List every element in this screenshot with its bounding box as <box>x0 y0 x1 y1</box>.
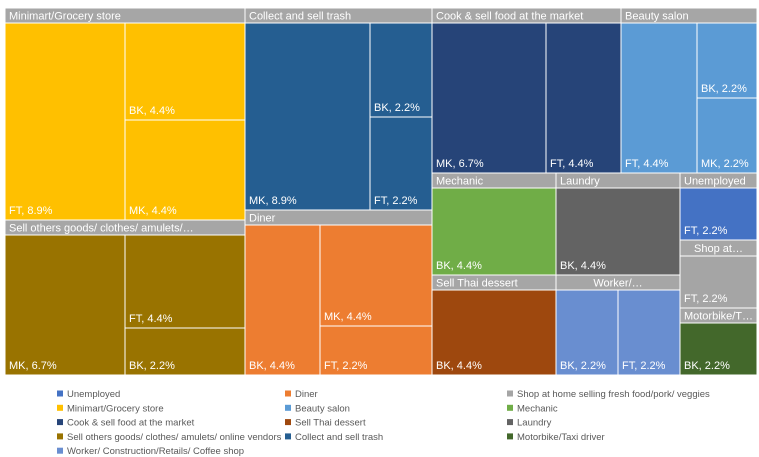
treemap-cell <box>244 22 371 211</box>
treemap-cell <box>369 22 433 118</box>
group-header-label: Diner <box>249 213 276 225</box>
group-header-label: Minimart/Grocery store <box>9 11 121 23</box>
legend-swatch <box>57 419 63 426</box>
legend-label: Laundry <box>517 418 552 429</box>
group-header-label: Sell others goods/ clothes/ amulets/… <box>9 223 194 235</box>
cell-label: BK, 2.2% <box>560 360 606 372</box>
cell-label: MK, 2.2% <box>701 158 749 170</box>
legend-label: Motorbike/Taxi driver <box>517 432 605 443</box>
treemap-cell <box>244 224 321 376</box>
legend-swatch <box>285 404 291 411</box>
treemap-cell <box>620 22 698 174</box>
legend-label: Shop at home selling fresh food/pork/ ve… <box>517 389 710 400</box>
legend-label: Mechanic <box>517 403 558 414</box>
legend-label: Worker/ Construction/Retails/ Coffee sho… <box>67 446 244 457</box>
legend-swatch <box>507 419 513 426</box>
group-header-label: Motorbike/T… <box>684 311 753 323</box>
cell-label: FT, 2.2% <box>684 293 728 305</box>
legend-swatch <box>57 404 63 411</box>
group-header-label: Shop at… <box>694 243 743 255</box>
treemap-cell <box>555 289 619 376</box>
legend-label: Unemployed <box>67 389 120 400</box>
cell-label: FT, 4.4% <box>129 313 173 325</box>
cell-label: FT, 2.2% <box>324 360 368 372</box>
treemap-cell <box>696 97 758 174</box>
treemap-cell <box>124 234 246 329</box>
group-header-label: Collect and sell trash <box>249 11 351 23</box>
group-header-label: Sell Thai dessert <box>436 278 518 290</box>
legend-label: Minimart/Grocery store <box>67 403 164 414</box>
cell-label: FT, 2.2% <box>684 225 728 237</box>
treemap-cell <box>319 224 433 327</box>
treemap-cell <box>555 187 681 276</box>
treemap-cell <box>124 327 246 376</box>
cell-label: BK, 4.4% <box>560 260 606 272</box>
treemap-cell <box>545 22 622 174</box>
cell-label: BK, 4.4% <box>129 105 175 117</box>
cell-label: BK, 2.2% <box>129 360 175 372</box>
treemap-cell <box>4 234 126 376</box>
legend-label: Cook & sell food at the market <box>67 418 195 429</box>
treemap-cell <box>431 187 557 276</box>
cell-label: BK, 2.2% <box>374 102 420 114</box>
cell-label: BK, 4.4% <box>436 260 482 272</box>
legend-label: Collect and sell trash <box>295 432 383 443</box>
legend-label: Beauty salon <box>295 403 350 414</box>
cell-label: FT, 4.4% <box>550 158 594 170</box>
cell-label: FT, 2.2% <box>622 360 666 372</box>
legend-swatch <box>285 433 291 440</box>
treemap-cell <box>431 22 547 174</box>
cell-label: BK, 4.4% <box>436 360 482 372</box>
treemap-cell <box>4 22 126 221</box>
legend-swatch <box>57 433 63 440</box>
legend-swatch <box>57 390 63 397</box>
cell-label: FT, 8.9% <box>9 205 53 217</box>
group-header-label: Mechanic <box>436 176 484 188</box>
legend-swatch <box>285 390 291 397</box>
cell-label: MK, 4.4% <box>324 311 372 323</box>
cell-label: MK, 6.7% <box>9 360 57 372</box>
treemap-cell <box>617 289 681 376</box>
cell-label: BK, 2.2% <box>701 83 747 95</box>
cell-label: BK, 4.4% <box>249 360 295 372</box>
treemap-cell <box>679 322 758 376</box>
cell-label: MK, 6.7% <box>436 158 484 170</box>
treemap-cell <box>431 289 557 376</box>
treemap-cell <box>679 187 758 241</box>
group-header-label: Cook & sell food at the market <box>436 11 583 23</box>
legend-swatch <box>507 390 513 397</box>
legend-swatch <box>57 447 63 454</box>
cell-label: BK, 2.2% <box>684 360 730 372</box>
legend-swatch <box>507 433 513 440</box>
group-header-label: Laundry <box>560 176 600 188</box>
treemap-cell <box>369 116 433 211</box>
group-header-label: Unemployed <box>684 176 746 188</box>
group-header-label: Beauty salon <box>625 11 689 23</box>
treemap-cell <box>124 119 246 221</box>
legend-swatch <box>507 404 513 411</box>
cell-label: FT, 4.4% <box>625 158 669 170</box>
legend-label: Diner <box>295 389 318 400</box>
legend-swatch <box>285 419 291 426</box>
legend-label: Sell Thai dessert <box>295 418 366 429</box>
group-header-label: Worker/… <box>593 278 642 290</box>
legend-label: Sell others goods/ clothes/ amulets/ onl… <box>67 432 282 443</box>
cell-label: FT, 2.2% <box>374 195 418 207</box>
cell-label: MK, 8.9% <box>249 195 297 207</box>
cell-label: MK, 4.4% <box>129 205 177 217</box>
